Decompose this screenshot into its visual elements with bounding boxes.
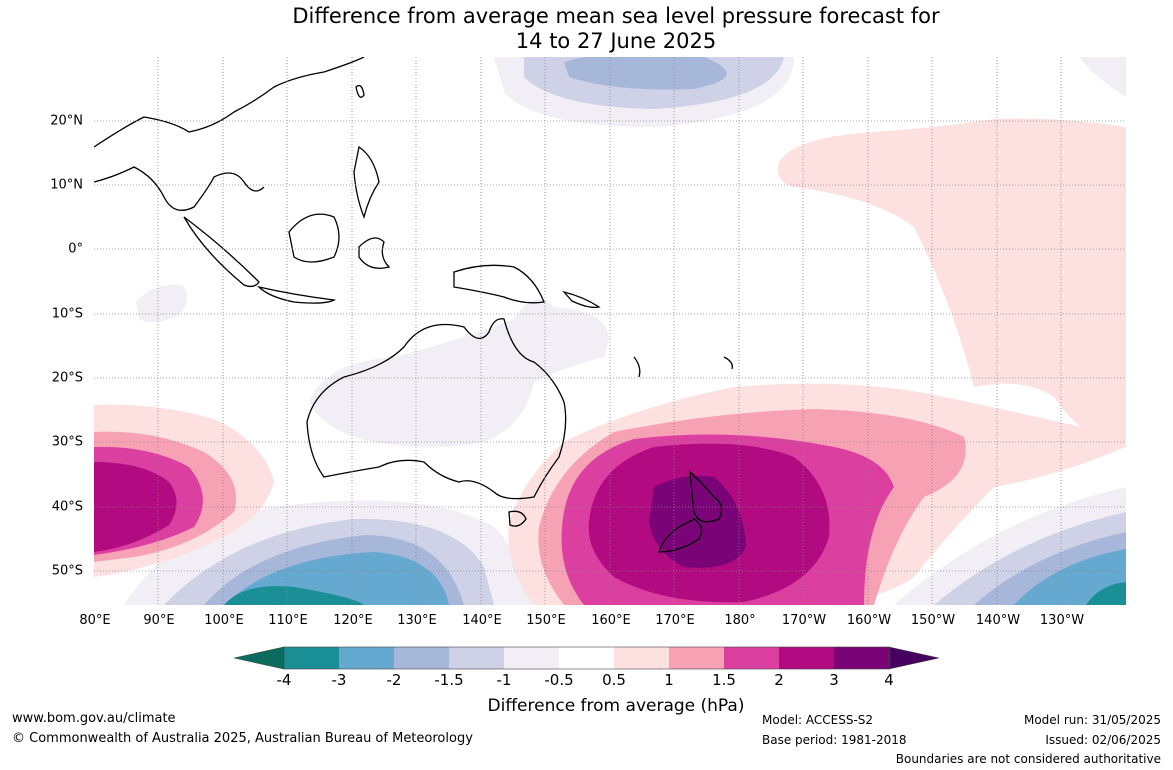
borneo-coast xyxy=(288,213,340,263)
lat-label-50s: 50°S xyxy=(51,563,83,579)
colorbar-segment xyxy=(834,647,889,669)
new-guinea-coast xyxy=(453,264,545,304)
colorbar-tick: -0.5 xyxy=(544,671,574,689)
australia-coast xyxy=(306,318,567,500)
lon-label-80e: 80°E xyxy=(79,613,111,628)
lon-label-180: 180° xyxy=(724,613,756,628)
lon-label-130e: 130°E xyxy=(397,613,437,628)
mainland-asia-coast xyxy=(94,57,365,211)
philippines-coast xyxy=(353,145,380,220)
lon-label-160e: 160°E xyxy=(591,613,631,628)
anomaly-negative-se-core-strong xyxy=(1086,582,1126,605)
colorbar-extend-high xyxy=(888,646,940,670)
lon-label-140w: 140°W xyxy=(975,613,1021,628)
colorbar-segment xyxy=(559,647,614,669)
chart-title: Difference from average mean sea level p… xyxy=(0,4,1173,54)
sumatra-coast xyxy=(183,216,260,288)
lat-label-20n: 20°N xyxy=(50,113,83,129)
colorbar-tick: -1 xyxy=(496,671,512,689)
website-link[interactable]: www.bom.gov.au/climate xyxy=(12,711,176,726)
issued-date: Issued: 02/06/2025 xyxy=(1045,733,1161,747)
model-name: Model: ACCESS-S2 xyxy=(762,713,874,727)
lat-label-10s: 10°S xyxy=(51,306,83,322)
colorbar-segment xyxy=(669,647,724,669)
lon-label-170e: 170°E xyxy=(655,613,695,628)
anomaly-weak-negative-australia xyxy=(309,299,609,447)
new-zealand-south xyxy=(658,518,703,553)
vanuatu-islands xyxy=(633,356,641,378)
colorbar-segment xyxy=(339,647,394,669)
copyright-text: © Commonwealth of Australia 2025, Austra… xyxy=(12,731,473,746)
model-run-date: Model run: 31/05/2025 xyxy=(1023,713,1161,727)
solomon-islands xyxy=(562,290,601,309)
title-line-2: 14 to 27 June 2025 xyxy=(515,29,717,53)
colorbar-frame xyxy=(283,646,891,670)
pressure-anomaly-map xyxy=(94,57,1126,605)
map-panel xyxy=(94,57,1126,605)
fiji-islands xyxy=(723,356,733,370)
colorbar-tick: -3 xyxy=(331,671,347,689)
colorbar-segment xyxy=(504,647,559,669)
anomaly-negative-south-core-strong xyxy=(224,586,364,605)
colorbar-title: Difference from average (hPa) xyxy=(487,696,745,716)
colorbar-tick: -2 xyxy=(386,671,402,689)
lat-label-20s: 20°S xyxy=(51,370,83,386)
gridlines xyxy=(94,57,1126,605)
colorbar-segment xyxy=(614,647,669,669)
lon-label-110e: 110°E xyxy=(268,613,308,628)
anomaly-weak-negative-io-small xyxy=(136,284,188,323)
lat-label-30s: 30°S xyxy=(51,434,83,450)
new-zealand-north xyxy=(689,470,723,523)
coastlines xyxy=(94,57,733,553)
colorbar-tick: 4 xyxy=(884,671,894,689)
colorbar-segment xyxy=(724,647,779,669)
colorbar-segment xyxy=(449,647,504,669)
title-line-1: Difference from average mean sea level p… xyxy=(292,4,940,28)
lat-label-10n: 10°N xyxy=(50,177,83,193)
colorbar xyxy=(234,646,940,670)
anomaly-negative-north-core xyxy=(564,57,727,90)
colorbar-tick: -4 xyxy=(276,671,292,689)
colorbar-tick: 2 xyxy=(774,671,784,689)
colorbar-tick: 0.5 xyxy=(602,671,626,689)
lon-label-120e: 120°E xyxy=(333,613,373,628)
colorbar-segment xyxy=(394,647,449,669)
anomaly-weak-negative-ne xyxy=(1079,57,1126,97)
colorbar-tick: 1.5 xyxy=(712,671,736,689)
lon-label-130w: 130°W xyxy=(1039,613,1085,628)
sulawesi-coast xyxy=(358,237,391,269)
lon-label-170w: 170°W xyxy=(781,613,827,628)
lon-label-90e: 90°E xyxy=(143,613,175,628)
boundaries-disclaimer: Boundaries are not considered authoritat… xyxy=(895,752,1161,766)
colorbar-extend-low xyxy=(234,646,285,670)
colorbar-tick: 1 xyxy=(664,671,674,689)
lon-label-100e: 100°E xyxy=(204,613,244,628)
lat-label-0: 0° xyxy=(68,241,83,257)
colorbar-segment xyxy=(779,647,834,669)
java-coast xyxy=(256,285,337,304)
lon-label-150w: 150°W xyxy=(910,613,956,628)
lon-label-160w: 160°W xyxy=(846,613,892,628)
tasmania-coast xyxy=(508,510,527,527)
colorbar-segments xyxy=(234,646,940,670)
taiwan-coast xyxy=(355,84,365,98)
anomaly-positive-io-strong xyxy=(94,462,177,552)
colorbar-segment xyxy=(284,647,339,669)
anomaly-negative-se-strong xyxy=(1014,549,1126,605)
lat-label-40s: 40°S xyxy=(51,499,83,515)
lon-label-140e: 140°E xyxy=(462,613,502,628)
lon-label-150e: 150°E xyxy=(526,613,566,628)
colorbar-tick: 3 xyxy=(829,671,839,689)
base-period: Base period: 1981-2018 xyxy=(762,733,907,747)
colorbar-tick: -1.5 xyxy=(434,671,464,689)
anomaly-positive-central-pacific xyxy=(778,118,1126,447)
